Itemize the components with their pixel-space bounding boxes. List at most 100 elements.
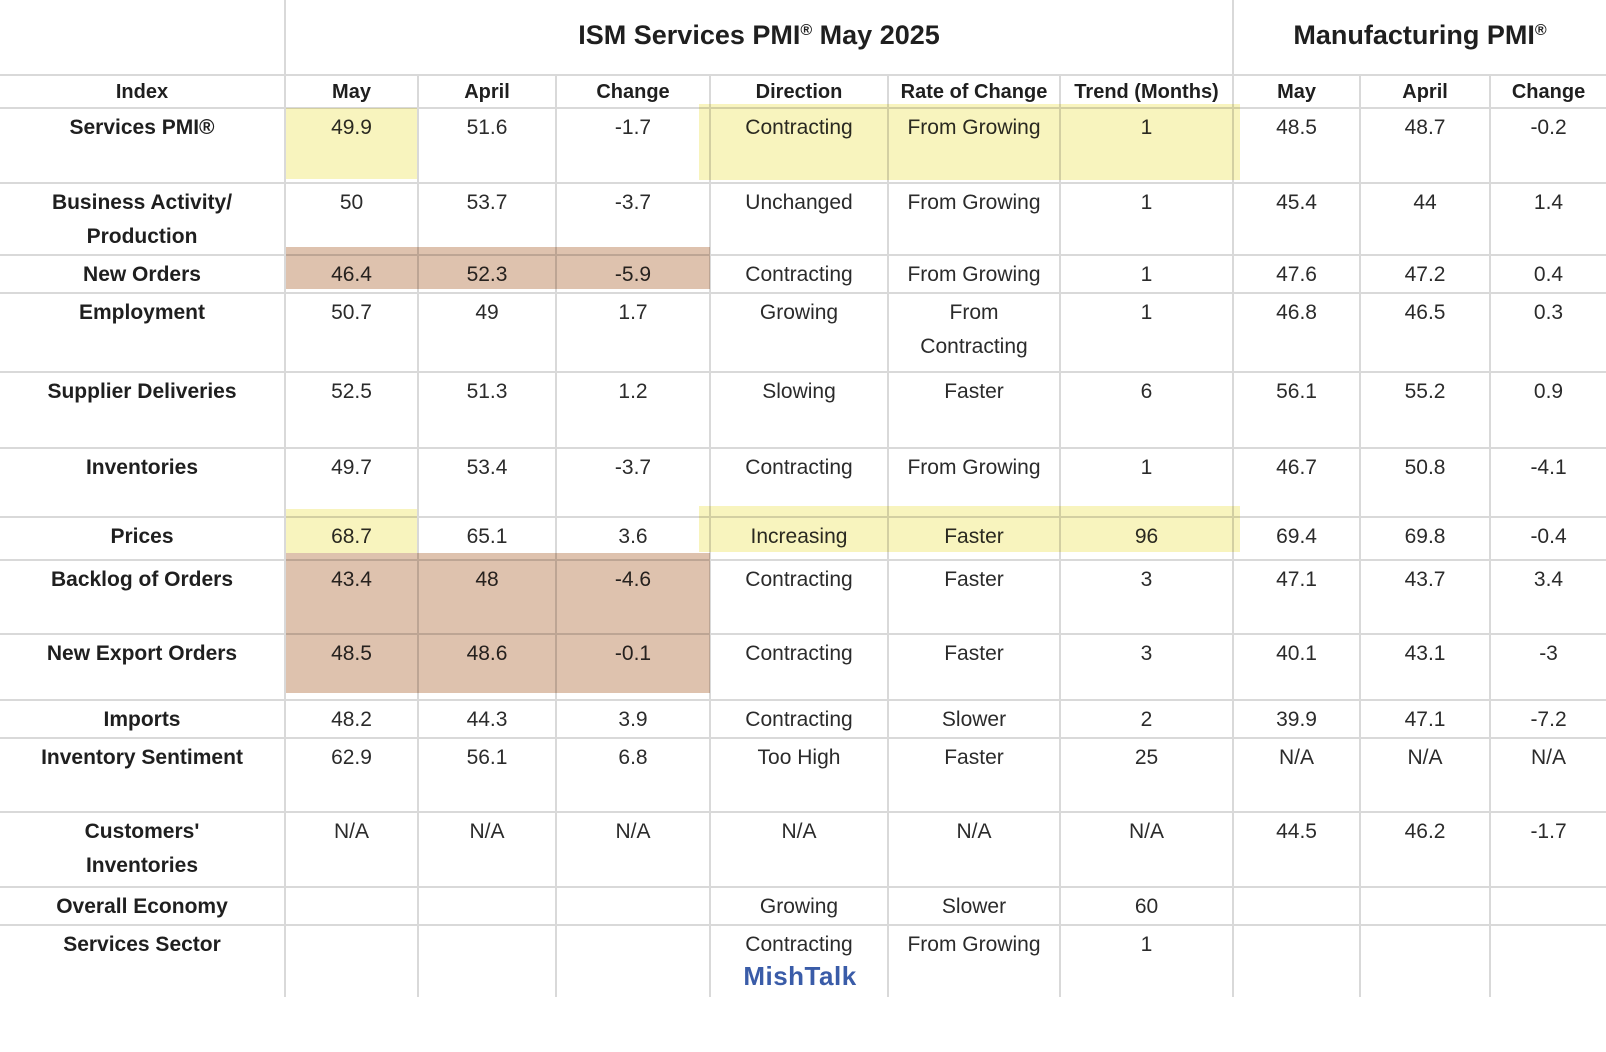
table-cell: Faster xyxy=(887,559,1061,635)
table-cell: 46.2 xyxy=(1359,811,1492,888)
table-cell: 56.1 xyxy=(1232,371,1362,449)
table-cell xyxy=(1232,924,1362,997)
table-cell: From Growing xyxy=(887,924,1061,997)
table-cell: 48.6 xyxy=(417,633,557,701)
table-cell: 3.9 xyxy=(555,699,711,739)
table-cell: 46.4 xyxy=(284,254,419,294)
table-cell: Contracting xyxy=(709,924,889,997)
table-cell: 65.1 xyxy=(417,516,557,561)
services-title-text: ISM Services PMI xyxy=(578,19,801,50)
table-cell: From Growing xyxy=(887,107,1061,184)
table-cell: 48.2 xyxy=(284,699,419,739)
table-cell: Contracting xyxy=(709,633,889,701)
table-row: New Export Orders 48.5 48.6 -0.1 Contracting… xyxy=(0,633,1606,701)
row-label: New Export Orders xyxy=(0,633,286,701)
col-header-mfg-change: Change xyxy=(1489,74,1606,109)
row-label: Employment xyxy=(0,292,286,373)
table-row: Inventory Sentiment 62.9 56.1 6.8 Too High Fa… xyxy=(0,737,1606,813)
table-cell: 6 xyxy=(1058,371,1235,449)
table-cell: 45.4 xyxy=(1232,182,1362,256)
table-cell xyxy=(555,924,711,997)
table-cell: 53.4 xyxy=(417,447,557,518)
table-cell: Faster xyxy=(887,737,1061,813)
table-cell: Too High xyxy=(709,737,889,813)
title-row: ISM Services PMI® May 2025 Manufacturing… xyxy=(0,0,1606,76)
col-header-index: Index xyxy=(0,74,286,109)
registered-mark: ® xyxy=(1534,21,1547,39)
table-row: Employment 50.7 49 1.7 Growing From Contracti… xyxy=(0,292,1606,373)
table-cell xyxy=(417,924,557,997)
table-cell: 47.1 xyxy=(1359,699,1492,739)
table-cell: 52.5 xyxy=(284,371,419,449)
table-cell: N/A xyxy=(1359,737,1492,813)
row-label: Supplier Deliveries xyxy=(0,371,286,449)
table-row: Inventories 49.7 53.4 -3.7 Contracting From G… xyxy=(0,447,1606,518)
row-label: Imports xyxy=(0,699,286,739)
table-cell: 56.1 xyxy=(417,737,557,813)
col-header-rate-of-change: Rate of Change xyxy=(887,74,1061,109)
table-cell: From Growing xyxy=(887,182,1061,256)
row-label: Services PMI® xyxy=(0,107,286,184)
table-cell: 48.7 xyxy=(1359,107,1492,184)
table-cell: -3.7 xyxy=(555,182,711,256)
table-cell: N/A xyxy=(417,811,557,888)
registered-mark: ® xyxy=(800,21,813,39)
table-cell: -1.7 xyxy=(1489,811,1606,888)
table-cell: 47.1 xyxy=(1232,559,1362,635)
table-cell: 1 xyxy=(1058,924,1235,997)
col-header-services-april: April xyxy=(417,74,557,109)
table-cell: 48.5 xyxy=(1232,107,1362,184)
table-cell: N/A xyxy=(284,811,419,888)
table-cell: N/A xyxy=(887,811,1061,888)
table-cell: 1 xyxy=(1058,292,1235,373)
table-cell: 68.7 xyxy=(284,516,419,561)
table-cell: 46.5 xyxy=(1359,292,1492,373)
table-cell: 1 xyxy=(1058,254,1235,294)
table-cell: 0.3 xyxy=(1489,292,1606,373)
table-cell: 3.4 xyxy=(1489,559,1606,635)
table-row: Backlog of Orders 43.4 48 -4.6 Contracting Fa… xyxy=(0,559,1606,635)
table-cell: 40.1 xyxy=(1232,633,1362,701)
table-cell: 69.4 xyxy=(1232,516,1362,561)
table-cell: 60 xyxy=(1058,886,1235,926)
table-row: Services PMI® 49.9 51.6 -1.7 Contracting From… xyxy=(0,107,1606,184)
row-label: Inventories xyxy=(0,447,286,518)
table-cell: Contracting xyxy=(709,254,889,294)
table-cell: 1.4 xyxy=(1489,182,1606,256)
table-row: Services Sector Contracting From Growing 1 xyxy=(0,924,1606,997)
table-cell: 50.7 xyxy=(284,292,419,373)
table-cell: 50 xyxy=(284,182,419,256)
table-cell: 55.2 xyxy=(1359,371,1492,449)
table-cell xyxy=(1489,886,1606,926)
table-cell xyxy=(1359,924,1492,997)
col-header-mfg-april: April xyxy=(1359,74,1492,109)
table-cell: Unchanged xyxy=(709,182,889,256)
table-cell: N/A xyxy=(709,811,889,888)
table-cell: -0.1 xyxy=(555,633,711,701)
table-cell: Contracting xyxy=(709,107,889,184)
row-label: New Orders xyxy=(0,254,286,294)
table-cell: From Growing xyxy=(887,254,1061,294)
col-header-trend-months: Trend (Months) xyxy=(1058,74,1235,109)
table-cell: 62.9 xyxy=(284,737,419,813)
table-cell: -4.6 xyxy=(555,559,711,635)
table-row: Prices 68.7 65.1 3.6 Increasing Faster 96 69.4 6… xyxy=(0,516,1606,561)
table-row: Imports 48.2 44.3 3.9 Contracting Slower 2 39.9… xyxy=(0,699,1606,739)
table-cell: 47.6 xyxy=(1232,254,1362,294)
row-label: Inventory Sentiment xyxy=(0,737,286,813)
table-row: Customers' Inventories N/A N/A N/A N/A N/A N/A… xyxy=(0,811,1606,888)
table-body: Services PMI® 49.9 51.6 -1.7 Contracting From… xyxy=(0,107,1606,997)
table-cell xyxy=(1232,886,1362,926)
table-cell: 51.6 xyxy=(417,107,557,184)
table-cell xyxy=(555,886,711,926)
table-cell: -7.2 xyxy=(1489,699,1606,739)
col-header-direction: Direction xyxy=(709,74,889,109)
table-cell: 1 xyxy=(1058,107,1235,184)
table-cell: N/A xyxy=(1058,811,1235,888)
table-cell: 53.7 xyxy=(417,182,557,256)
table-cell: 48.5 xyxy=(284,633,419,701)
table-cell: Slower xyxy=(887,699,1061,739)
table-cell: 50.8 xyxy=(1359,447,1492,518)
col-header-mfg-may: May xyxy=(1232,74,1362,109)
